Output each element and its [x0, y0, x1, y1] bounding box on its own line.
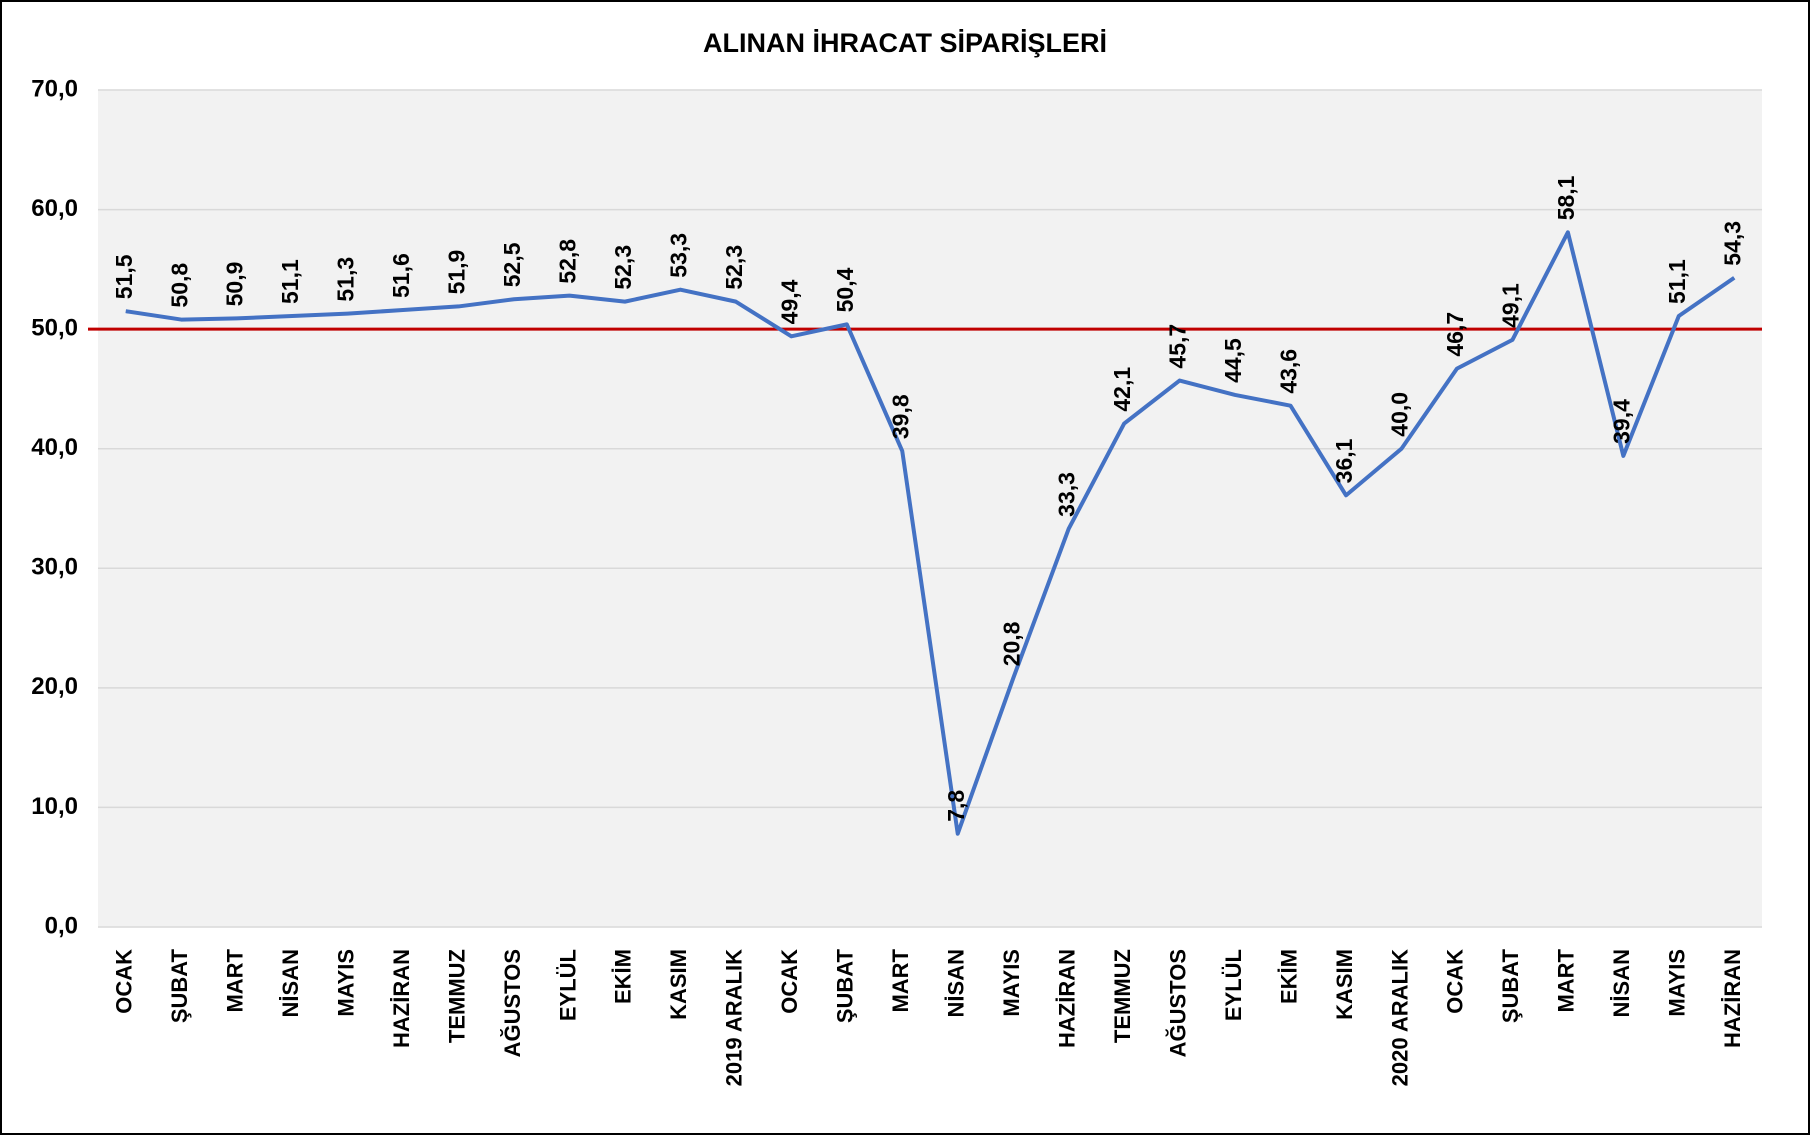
data-label: 7,8: [943, 790, 969, 822]
x-tick-label: 2020 ARALIK: [1387, 949, 1412, 1086]
data-label: 51,1: [277, 259, 303, 304]
x-tick-label: MART: [888, 948, 913, 1012]
x-tick-label: MAYIS: [1665, 949, 1690, 1017]
chart-title: ALINAN İHRACAT SİPARİŞLERİ: [703, 28, 1107, 58]
data-label: 52,5: [499, 242, 525, 287]
x-tick-label: EKİM: [1276, 949, 1301, 1004]
x-tick-label: KASIM: [666, 949, 691, 1020]
x-tick-label: NİSAN: [1609, 949, 1634, 1017]
data-label: 51,1: [1664, 259, 1690, 304]
data-label: 44,5: [1220, 338, 1246, 383]
data-label: 51,3: [333, 257, 359, 302]
x-tick-label: EYLÜL: [1221, 949, 1246, 1021]
x-tick-label: KASIM: [1332, 949, 1357, 1020]
data-label: 50,4: [832, 267, 858, 312]
x-tick-label: MART: [222, 948, 247, 1012]
data-label: 45,7: [1165, 324, 1191, 369]
x-tick-label: AĞUSTOS: [500, 949, 525, 1057]
data-label: 52,3: [721, 245, 747, 290]
data-label: 36,1: [1331, 438, 1357, 483]
y-tick-label: 0,0: [45, 912, 78, 939]
x-tick-label: MART: [1554, 948, 1579, 1012]
x-tick-label: MAYIS: [333, 949, 358, 1017]
y-tick-label: 30,0: [31, 554, 78, 581]
y-tick-label: 60,0: [31, 195, 78, 222]
x-tick-label: EKİM: [611, 949, 636, 1004]
data-label: 52,8: [555, 239, 581, 284]
y-tick-label: 40,0: [31, 434, 78, 461]
x-tick-label: NİSAN: [944, 949, 969, 1017]
x-tick-label: TEMMUZ: [444, 949, 469, 1043]
x-tick-label: TEMMUZ: [1110, 949, 1135, 1043]
data-label: 50,8: [166, 263, 192, 308]
data-label: 51,5: [111, 254, 137, 299]
data-label: 52,3: [610, 245, 636, 290]
y-tick-label: 20,0: [31, 673, 78, 700]
data-label: 51,9: [444, 250, 470, 295]
x-tick-label: 2019 ARALIK: [722, 949, 747, 1086]
data-label: 20,8: [998, 621, 1024, 666]
x-tick-label: NİSAN: [278, 949, 303, 1017]
data-label: 40,0: [1387, 392, 1413, 437]
data-label: 33,3: [1054, 472, 1080, 517]
data-label: 51,6: [388, 253, 414, 298]
data-label: 42,1: [1109, 367, 1135, 412]
data-label: 54,3: [1719, 221, 1745, 266]
data-label: 49,1: [1497, 283, 1523, 328]
x-tick-label: AĞUSTOS: [1165, 949, 1190, 1057]
y-tick-label: 50,0: [31, 314, 78, 341]
y-tick-label: 10,0: [31, 793, 78, 820]
x-tick-label: MAYIS: [999, 949, 1024, 1017]
data-label: 58,1: [1553, 175, 1579, 220]
y-tick-label: 70,0: [31, 75, 78, 102]
x-tick-label: ŞUBAT: [167, 948, 192, 1023]
plot-area: [98, 90, 1762, 927]
x-tick-label: HAZİRAN: [1720, 949, 1745, 1048]
data-label: 43,6: [1276, 349, 1302, 394]
x-tick-label: HAZİRAN: [1054, 949, 1079, 1048]
x-tick-label: HAZİRAN: [389, 949, 414, 1048]
x-tick-label: ŞUBAT: [1498, 948, 1523, 1023]
x-tick-label: EYLÜL: [555, 949, 580, 1021]
data-label: 39,4: [1608, 399, 1634, 444]
data-label: 49,4: [776, 279, 802, 324]
data-label: 39,8: [887, 394, 913, 439]
x-tick-label: ŞUBAT: [833, 948, 858, 1023]
data-label: 50,9: [222, 262, 248, 307]
data-label: 53,3: [665, 233, 691, 278]
x-tick-label: OCAK: [112, 949, 137, 1014]
x-tick-label: OCAK: [1443, 949, 1468, 1014]
x-tick-label: OCAK: [777, 949, 802, 1014]
line-series: [125, 230, 1736, 836]
data-label: 46,7: [1442, 312, 1468, 357]
